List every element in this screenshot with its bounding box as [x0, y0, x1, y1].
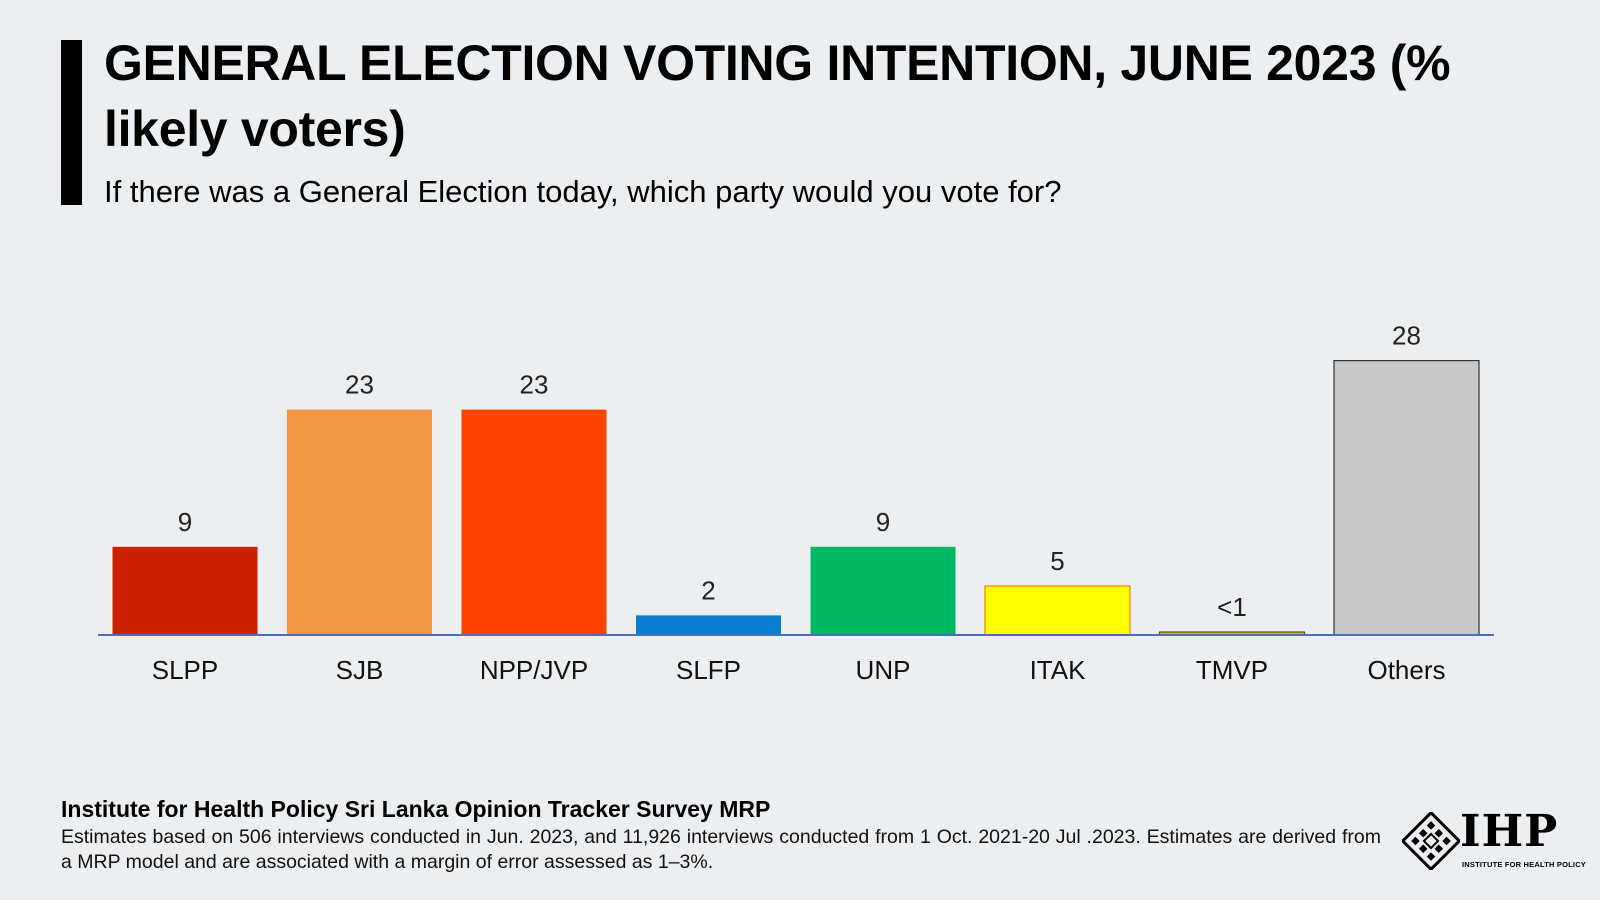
category-label: NPP/JVP	[480, 655, 588, 685]
bar-value-label: 9	[178, 507, 192, 537]
bar-value-label: 5	[1050, 546, 1064, 576]
methodology-note: Estimates based on 506 interviews conduc…	[61, 826, 1381, 873]
bar-value-label: 2	[701, 575, 715, 605]
logo-tagline: INSTITUTE FOR HEALTH POLICY	[1462, 860, 1587, 869]
bar-others	[1333, 360, 1480, 636]
ihp-logo: IHP INSTITUTE FOR HEALTH POLICY	[1402, 808, 1586, 870]
category-label: SLPP	[152, 655, 219, 685]
chart-subtitle: If there was a General Election today, w…	[104, 174, 1062, 209]
bar-sjb	[287, 409, 432, 635]
title-accent-bar	[61, 40, 82, 205]
chart-title: GENERAL ELECTION VOTING INTENTION, JUNE …	[104, 35, 1451, 157]
bar-value-label: 9	[876, 507, 890, 537]
category-label: ITAK	[1030, 655, 1087, 685]
bar-value-label: <1	[1217, 592, 1247, 622]
category-label: SLFP	[676, 655, 741, 685]
bar-value-label: 28	[1392, 321, 1421, 351]
bar-value-label: 23	[345, 370, 374, 400]
logo-wordmark: IHP	[1460, 806, 1559, 857]
bar-slfp	[636, 615, 781, 635]
bar-value-label: 23	[520, 370, 549, 400]
category-labels-group: SLPP SJB NPP/JVP SLFP UNP ITAK TMVP Others	[152, 655, 1446, 685]
category-label: Others	[1367, 655, 1445, 685]
category-label: UNP	[856, 655, 911, 685]
bars-group	[112, 360, 1480, 636]
category-label: TMVP	[1196, 655, 1268, 685]
value-labels-group: 9 23 23 2 9 5 <1 28	[178, 321, 1421, 622]
bar-itak	[984, 585, 1131, 636]
bar-slpp	[112, 546, 258, 635]
category-label: SJB	[336, 655, 384, 685]
source-title: Institute for Health Policy Sri Lanka Op…	[61, 796, 771, 822]
bar-chart: 9 23 23 2 9 5 <1 28 SLPP SJB NPP/JVP SLFP UNP ITAK TM…	[98, 321, 1494, 685]
bar-unp	[810, 546, 956, 635]
ihp-logo-icon	[1402, 812, 1460, 870]
bar-npp-jvp	[461, 409, 607, 635]
